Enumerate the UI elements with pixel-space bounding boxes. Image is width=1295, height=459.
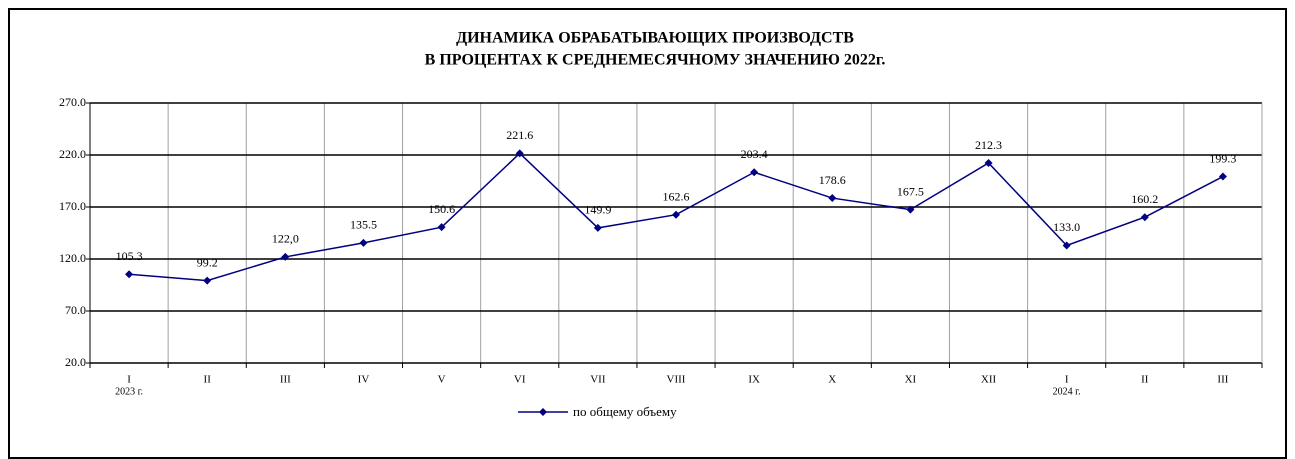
x-tick-label: I bbox=[127, 374, 131, 386]
legend-label: по общему объему bbox=[573, 404, 677, 419]
chart-title: В ПРОЦЕНТАХ К СРЕДНЕМЕСЯЧНОМУ ЗНАЧЕНИЮ 2… bbox=[425, 52, 886, 69]
x-tick-sublabel: 2023 г. bbox=[115, 386, 143, 397]
data-label: 167.5 bbox=[897, 184, 924, 198]
data-label: 99.2 bbox=[197, 255, 218, 269]
data-label: 162.6 bbox=[663, 189, 690, 203]
data-label: 199.3 bbox=[1209, 151, 1236, 165]
data-point bbox=[984, 159, 993, 168]
y-tick-label: 270.0 bbox=[59, 95, 86, 109]
data-label: 105.3 bbox=[116, 249, 143, 263]
x-tick-label: IX bbox=[748, 374, 760, 386]
data-point bbox=[593, 223, 602, 232]
legend-marker bbox=[539, 408, 547, 416]
data-point bbox=[515, 149, 524, 158]
data-point bbox=[437, 223, 446, 232]
x-tick-label: X bbox=[828, 374, 836, 386]
x-tick-label: V bbox=[438, 374, 446, 386]
y-tick-label: 220.0 bbox=[59, 147, 86, 161]
x-tick-label: VIII bbox=[667, 374, 686, 386]
data-point bbox=[672, 210, 680, 219]
data-label: 150.6 bbox=[428, 202, 455, 216]
x-tick-label: I bbox=[1065, 374, 1069, 386]
data-point bbox=[281, 252, 290, 261]
x-tick-label: II bbox=[1141, 374, 1149, 386]
data-point bbox=[828, 194, 837, 203]
y-tick-label: 20.0 bbox=[65, 355, 86, 369]
x-tick-label: IV bbox=[358, 374, 370, 386]
data-label: 203.4 bbox=[741, 147, 768, 161]
data-label: 135.5 bbox=[350, 218, 377, 232]
chart-title: ДИНАМИКА ОБРАБАТЫВАЮЩИХ ПРОИЗВОДСТВ bbox=[456, 30, 854, 47]
data-label: 221.6 bbox=[506, 128, 533, 142]
chart-border bbox=[8, 8, 1287, 459]
x-tick-label: III bbox=[280, 374, 291, 386]
data-label: 160.2 bbox=[1131, 192, 1158, 206]
x-tick-label: III bbox=[1217, 374, 1228, 386]
data-label: 149.9 bbox=[584, 203, 611, 217]
x-tick-label: XI bbox=[905, 374, 917, 386]
data-point bbox=[203, 276, 212, 285]
data-point bbox=[1218, 172, 1227, 181]
x-tick-sublabel: 2024 г. bbox=[1053, 386, 1081, 397]
data-point bbox=[1140, 213, 1149, 222]
y-tick-label: 70.0 bbox=[65, 303, 86, 317]
x-tick-label: XII bbox=[981, 374, 997, 386]
data-label: 133.0 bbox=[1053, 220, 1080, 234]
data-point bbox=[750, 168, 759, 177]
y-tick-label: 170.0 bbox=[59, 199, 86, 213]
data-label: 122,0 bbox=[272, 232, 299, 246]
data-point bbox=[906, 205, 915, 214]
y-tick-label: 120.0 bbox=[59, 251, 86, 265]
data-label: 178.6 bbox=[819, 173, 846, 187]
x-tick-label: II bbox=[204, 374, 212, 386]
data-point bbox=[125, 270, 134, 279]
data-point bbox=[1062, 241, 1071, 250]
x-tick-label: VII bbox=[590, 374, 606, 386]
data-point bbox=[359, 238, 368, 247]
data-label: 212.3 bbox=[975, 138, 1002, 152]
x-tick-label: VI bbox=[514, 374, 526, 386]
